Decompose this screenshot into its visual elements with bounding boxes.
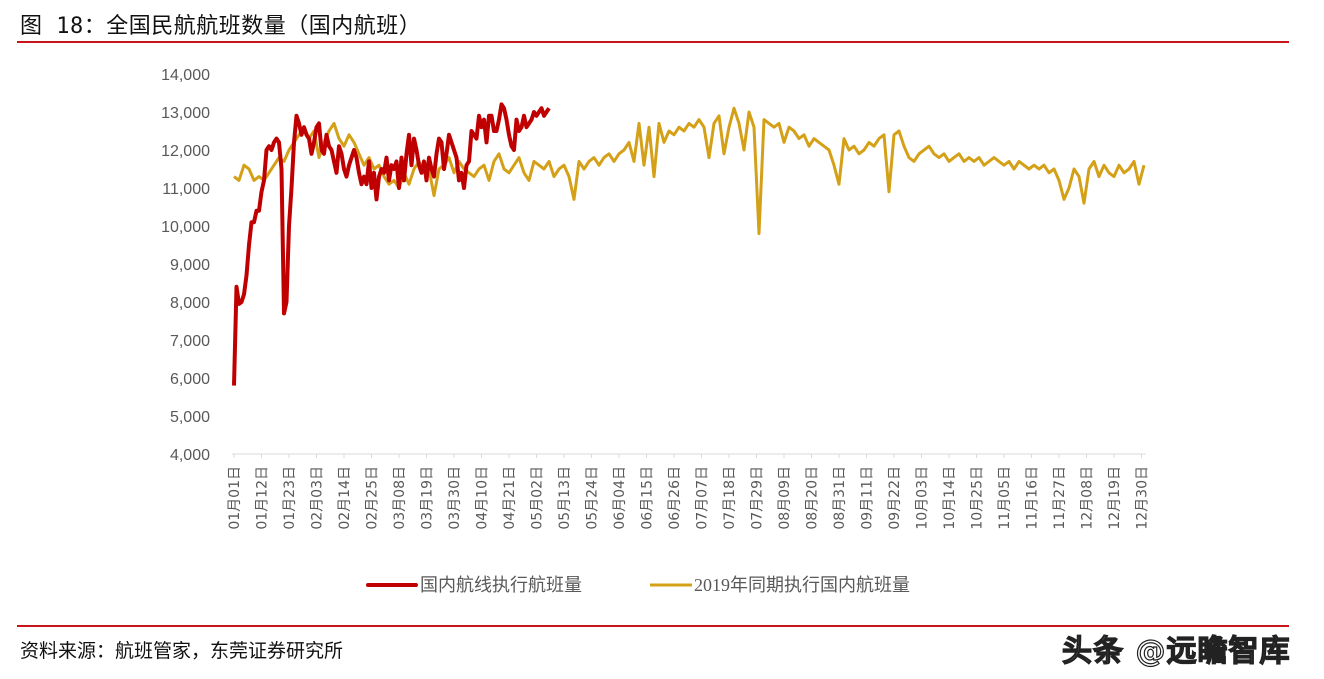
y-tick-label: 5,000 <box>170 409 210 426</box>
x-tick-label: 03月19日 <box>420 466 436 530</box>
x-tick-label: 02月03日 <box>310 466 326 530</box>
x-tick-label: 05月24日 <box>585 466 601 530</box>
x-tick-label: 02月14日 <box>337 466 353 530</box>
legend: 国内航线执行航班量 2019年同期执行国内航班量 <box>366 575 910 595</box>
x-tick-label: 02月25日 <box>365 466 381 530</box>
x-tick-label: 09月11日 <box>860 466 876 530</box>
x-tick-label: 10月03日 <box>915 466 931 530</box>
watermark: 头条 @远瞻智库 <box>1061 633 1291 669</box>
y-tick-label: 4,000 <box>170 447 210 464</box>
x-tick-label: 05月02日 <box>530 466 546 530</box>
x-tick-label: 08月20日 <box>805 466 821 530</box>
series-line-2019 <box>233 106 1146 236</box>
y-tick-label: 11,000 <box>162 181 210 198</box>
legend-item-2019-flights: 2019年同期执行国内航班量 <box>650 575 910 595</box>
figure-title: 图 18：全国民航航班数量（国内航班） <box>20 14 422 39</box>
x-tick-label: 12月30日 <box>1135 466 1151 530</box>
legend-item-domestic-flights: 国内航线执行航班量 <box>366 575 582 595</box>
y-tick-label: 14,000 <box>161 67 210 84</box>
x-tick-label: 05月13日 <box>557 466 573 530</box>
x-tick-label: 10月25日 <box>970 466 986 530</box>
y-tick-label: 7,000 <box>170 333 210 350</box>
title-rule <box>17 41 1289 43</box>
x-tick-label: 08月31日 <box>832 466 848 530</box>
x-tick-label: 03月30日 <box>447 466 463 530</box>
x-tick-label: 10月14日 <box>942 466 958 530</box>
x-tick-label: 09月22日 <box>887 466 903 530</box>
line-chart: 4,000 5,000 6,000 7,000 8,000 9,000 10,000 11,0… <box>161 67 1151 595</box>
footer-rule <box>17 625 1289 627</box>
x-tick-label: 06月04日 <box>612 466 628 530</box>
x-tick-label: 11月05日 <box>997 466 1013 530</box>
x-tick-label: 12月19日 <box>1107 466 1123 530</box>
x-tick-label: 01月12日 <box>255 466 271 530</box>
x-tick-label: 04月21日 <box>502 466 518 530</box>
x-tick-label: 01月23日 <box>282 466 298 530</box>
x-tick-label: 08月09日 <box>777 466 793 530</box>
y-tick-label: 13,000 <box>161 105 210 122</box>
y-tick-label: 9,000 <box>170 257 210 274</box>
x-tick-label: 06月26日 <box>667 466 683 530</box>
x-axis: 01月01日 01月12日 01月23日 02月03日 02月14日 02月25日 03月0… <box>227 454 1151 530</box>
series-line-domestic-flights <box>232 102 551 386</box>
x-tick-label: 07月29日 <box>750 466 766 530</box>
x-tick-label: 06月15日 <box>640 466 656 530</box>
x-tick-label: 03月08日 <box>392 466 408 530</box>
y-tick-label: 8,000 <box>170 295 210 312</box>
y-axis: 4,000 5,000 6,000 7,000 8,000 9,000 10,000 11,0… <box>161 67 210 464</box>
y-tick-label: 12,000 <box>161 143 210 160</box>
x-tick-label: 07月18日 <box>722 466 738 530</box>
legend-label: 2019年同期执行国内航班量 <box>694 575 910 595</box>
x-tick-label: 11月16日 <box>1025 466 1041 530</box>
source-note: 资料来源：航班管家，东莞证券研究所 <box>20 640 344 662</box>
y-tick-label: 10,000 <box>161 219 210 236</box>
x-tick-label: 01月01日 <box>227 466 243 530</box>
x-tick-label: 04月10日 <box>475 466 491 530</box>
x-tick-label: 12月08日 <box>1080 466 1096 530</box>
x-tick-label: 07月07日 <box>695 466 711 530</box>
x-tick-label: 11月27日 <box>1052 466 1068 530</box>
legend-label: 国内航线执行航班量 <box>420 575 582 595</box>
y-tick-label: 6,000 <box>170 371 210 388</box>
